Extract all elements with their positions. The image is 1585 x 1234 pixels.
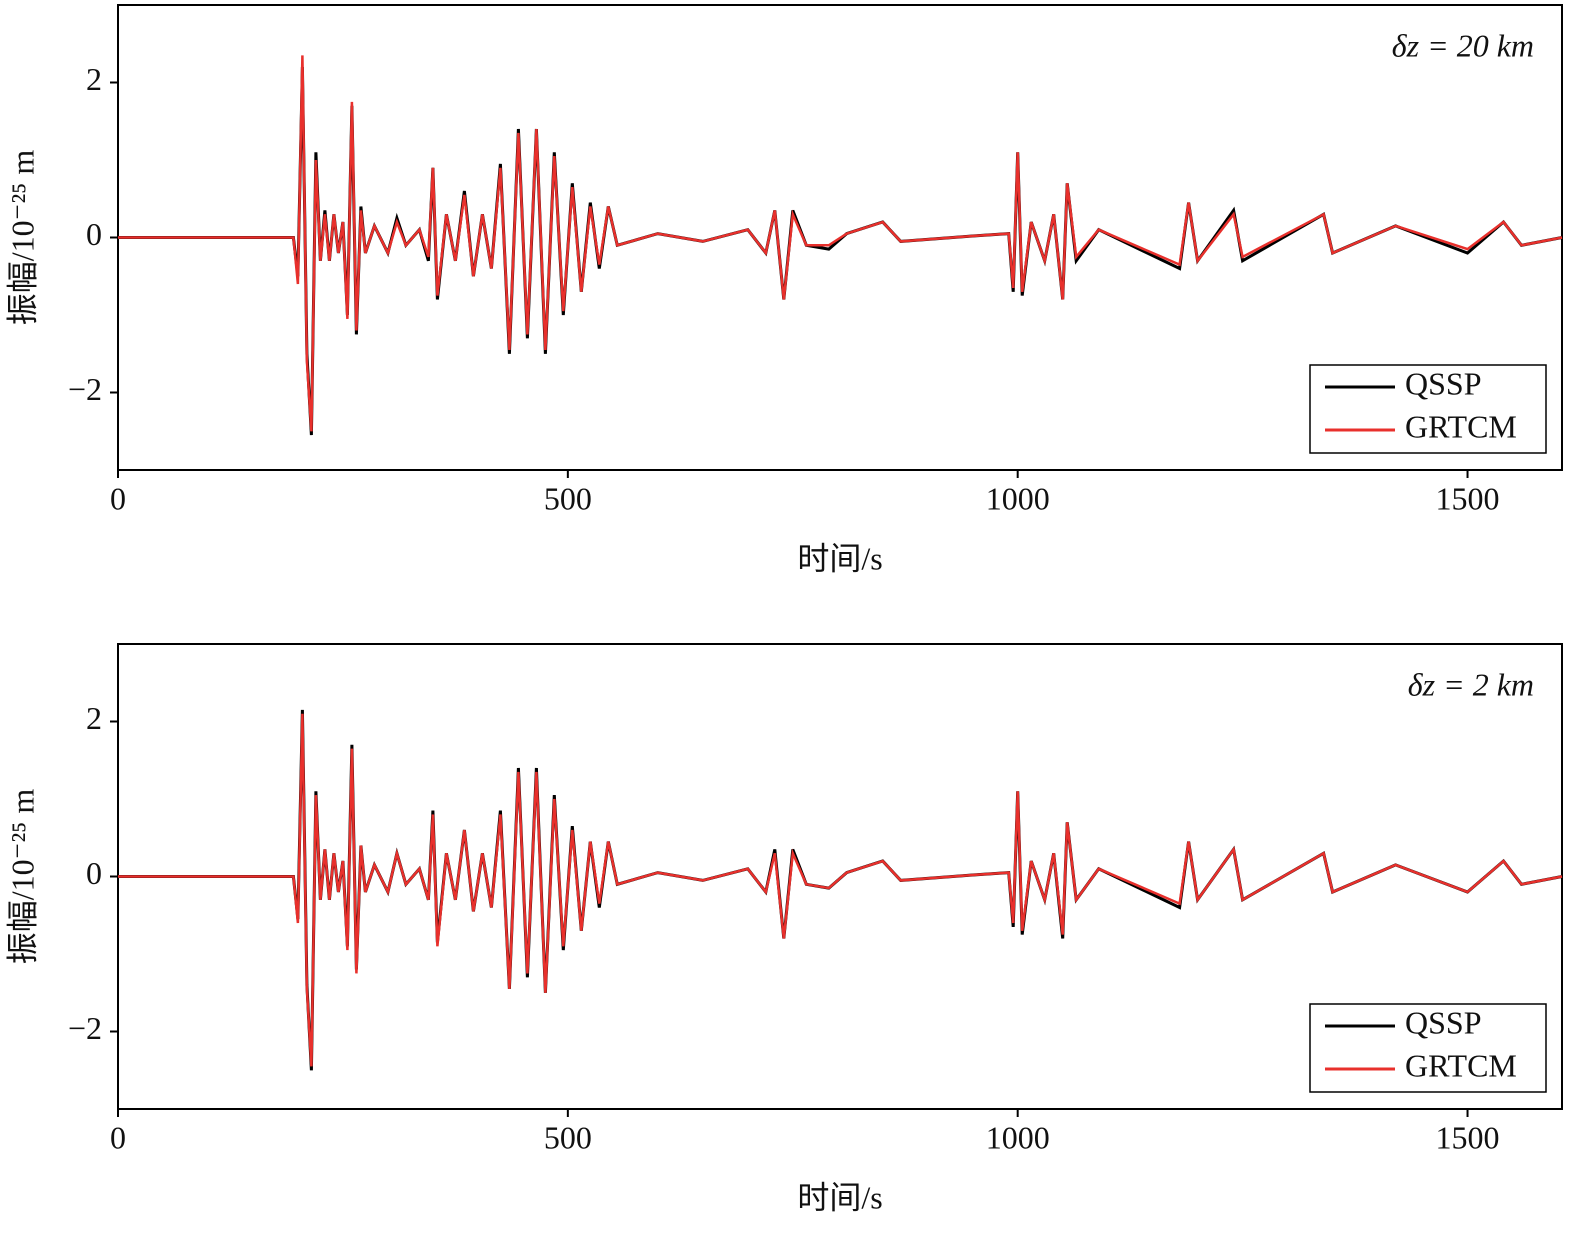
x-axis-label: 时间/s [797, 1179, 882, 1215]
x-tick-label: 1000 [986, 1119, 1050, 1155]
series-line [118, 713, 1563, 1067]
y-axis-label: 振幅/10⁻²⁵ m [4, 150, 40, 326]
x-tick-label: 500 [544, 480, 592, 516]
series-line [118, 55, 1563, 432]
y-tick-label: 0 [86, 855, 102, 891]
y-tick-label: −2 [68, 1010, 102, 1046]
x-tick-label: 1500 [1436, 1119, 1500, 1155]
y-tick-label: 0 [86, 216, 102, 252]
annotation: δz = 2 km [1408, 666, 1534, 702]
x-tick-label: 500 [544, 1119, 592, 1155]
x-axis-label: 时间/s [797, 540, 882, 576]
legend-box [1309, 364, 1547, 454]
y-axis-label: 振幅/10⁻²⁵ m [4, 789, 40, 965]
y-tick-label: −2 [68, 371, 102, 407]
legend-label: GRTCM [1405, 1047, 1517, 1083]
legend-label: QSSP [1405, 1004, 1482, 1040]
annotation: δz = 20 km [1392, 27, 1534, 63]
legend-box [1309, 1003, 1547, 1093]
y-tick-label: 2 [86, 700, 102, 736]
x-tick-label: 0 [110, 1119, 126, 1155]
legend-label: QSSP [1405, 365, 1482, 401]
y-tick-label: 2 [86, 61, 102, 97]
legend-label: GRTCM [1405, 408, 1517, 444]
x-tick-label: 0 [110, 480, 126, 516]
x-tick-label: 1500 [1436, 480, 1500, 516]
x-tick-label: 1000 [986, 480, 1050, 516]
